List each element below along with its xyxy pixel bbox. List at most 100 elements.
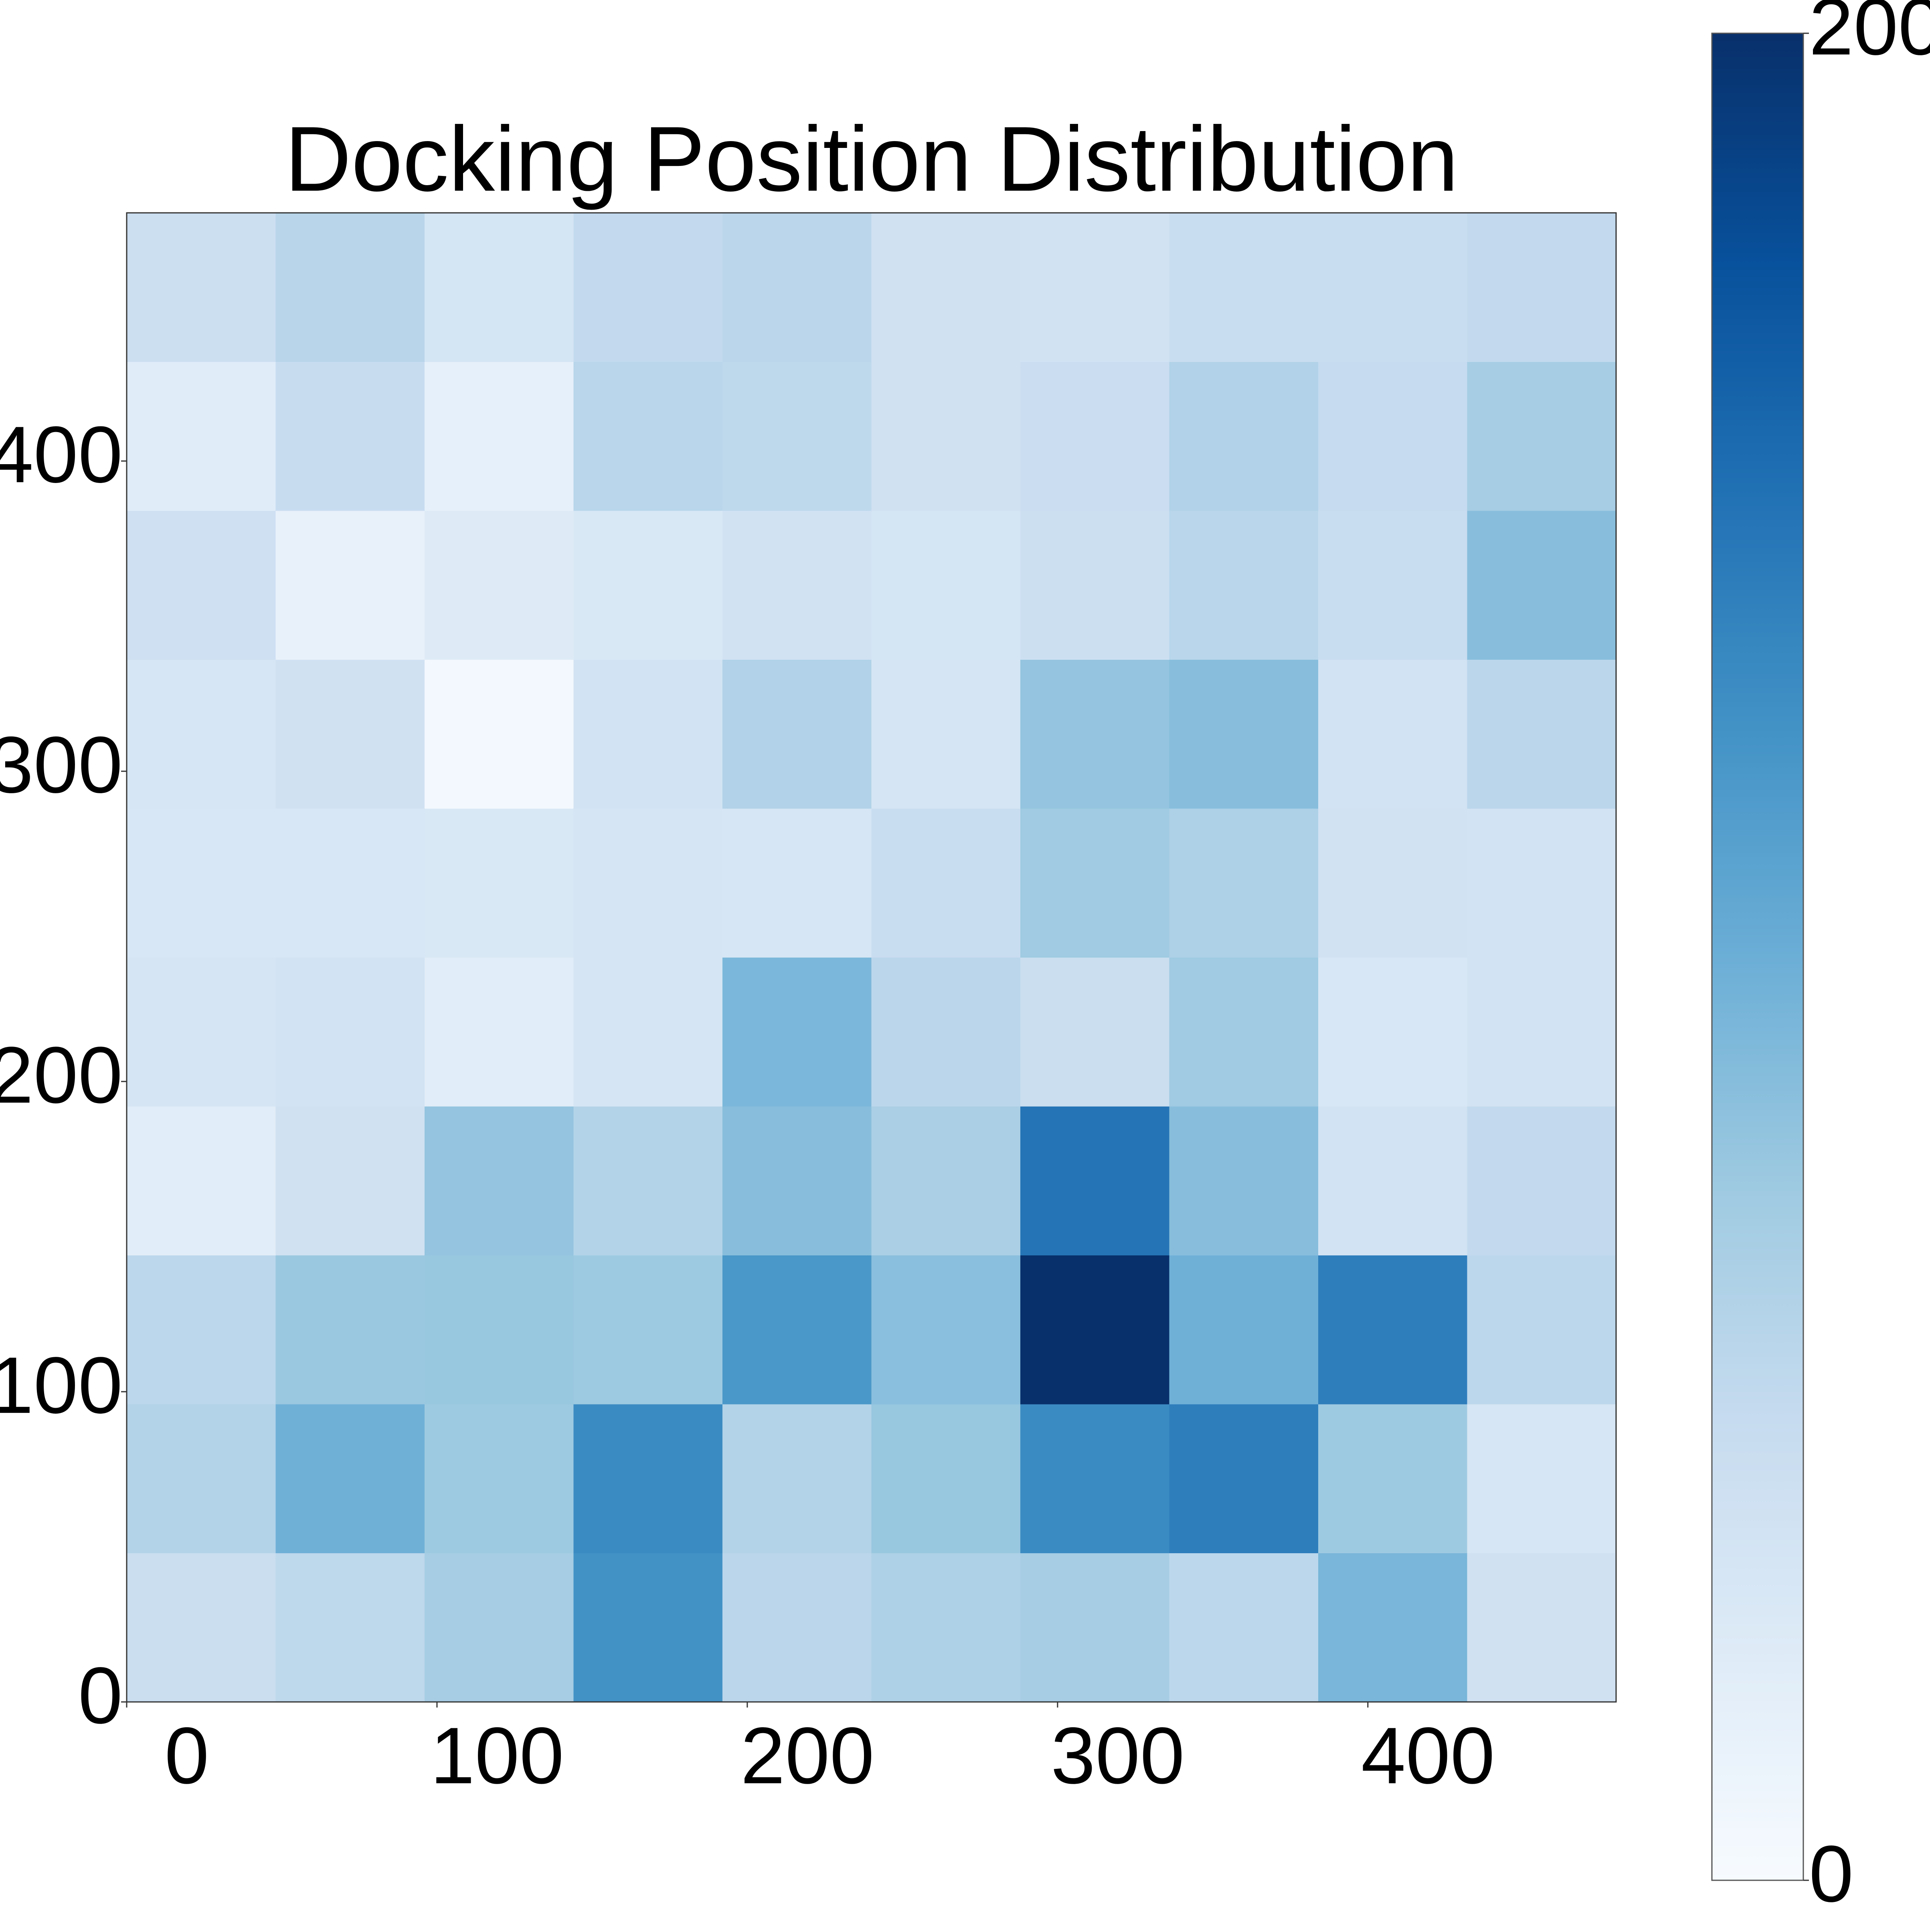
heatmap-cell <box>722 511 872 660</box>
heatmap-cell <box>1020 957 1169 1107</box>
heatmap-cell <box>425 1106 574 1255</box>
x-tick-label: 100 <box>430 1711 564 1801</box>
heatmap-cell <box>1467 1553 1616 1702</box>
heatmap-cell <box>127 213 276 362</box>
colorbar <box>1711 32 1804 1881</box>
heatmap-cell <box>871 1553 1021 1702</box>
heatmap-cell <box>425 511 574 660</box>
heatmap-cell <box>1169 957 1319 1107</box>
heatmap-cell <box>1318 213 1467 362</box>
heatmap-cell <box>573 808 723 958</box>
heatmap-cell <box>1318 1255 1467 1405</box>
heatmap-cell <box>1467 362 1616 511</box>
heatmap-cell <box>127 511 276 660</box>
heatmap-cell <box>275 511 425 660</box>
heatmap-cell <box>871 659 1021 809</box>
heatmap-cell <box>275 808 425 958</box>
heatmap-cell <box>425 1404 574 1553</box>
heatmap-cell <box>425 808 574 958</box>
x-tick-label: 0 <box>164 1711 209 1801</box>
heatmap-cell <box>1020 213 1169 362</box>
heatmap-cell <box>573 659 723 809</box>
heatmap-cell <box>127 1255 276 1405</box>
heatmap-cell <box>1020 659 1169 809</box>
heatmap-cell <box>1169 1404 1319 1553</box>
x-tick-label: 400 <box>1361 1711 1495 1801</box>
colorbar-tick-label: 200 <box>1809 0 1930 72</box>
heatmap-cell <box>275 362 425 511</box>
heatmap-cell <box>127 957 276 1107</box>
heatmap-cell <box>1020 808 1169 958</box>
colorbar-tick-label: 0 <box>1809 1829 1853 1919</box>
heatmap-cell <box>871 1404 1021 1553</box>
heatmap-cell <box>871 1255 1021 1405</box>
heatmap-cell <box>1020 362 1169 511</box>
heatmap-cell <box>1318 1553 1467 1702</box>
heatmap-cell <box>1020 1106 1169 1255</box>
heatmap-cell <box>1169 1553 1319 1702</box>
heatmap-cell <box>722 1106 872 1255</box>
heatmap-cell <box>722 1553 872 1702</box>
heatmap-cell <box>1318 659 1467 809</box>
heatmap-cell <box>425 213 574 362</box>
heatmap-cell <box>573 1553 723 1702</box>
heatmap-cell <box>1020 1404 1169 1553</box>
heatmap-cell <box>275 957 425 1107</box>
heatmap-cell <box>722 1255 872 1405</box>
heatmap-cell <box>1467 1404 1616 1553</box>
heatmap-cell <box>722 1404 872 1553</box>
heatmap-cell <box>722 362 872 511</box>
heatmap-cell <box>1169 659 1319 809</box>
heatmap-cell <box>722 213 872 362</box>
heatmap-cell <box>1318 1404 1467 1553</box>
heatmap-cell <box>275 1404 425 1553</box>
heatmap-cell <box>127 1404 276 1553</box>
heatmap-cell <box>1467 213 1616 362</box>
heatmap-cell <box>1169 213 1319 362</box>
heatmap-cell <box>1467 511 1616 660</box>
heatmap-cell <box>127 808 276 958</box>
heatmap-cell <box>275 659 425 809</box>
heatmap-cell <box>1318 511 1467 660</box>
heatmap-cell <box>1020 1255 1169 1405</box>
heatmap-cell <box>573 957 723 1107</box>
heatmap-cell <box>425 1553 574 1702</box>
heatmap-cell <box>1020 511 1169 660</box>
heatmap-cell <box>425 659 574 809</box>
heatmap-cell <box>573 511 723 660</box>
y-tick-label: 0 <box>78 1651 123 1740</box>
heatmap-cell <box>1169 511 1319 660</box>
heatmap-cell <box>722 808 872 958</box>
heatmap-cell <box>573 362 723 511</box>
heatmap-cell <box>1169 808 1319 958</box>
heatmap-cell <box>1020 1553 1169 1702</box>
y-tick-label: 300 <box>0 720 123 810</box>
heatmap-cell <box>127 362 276 511</box>
x-tick-label: 200 <box>740 1711 874 1801</box>
heatmap-cell <box>275 1553 425 1702</box>
heatmap-cell <box>425 362 574 511</box>
y-tick-label: 400 <box>0 410 123 499</box>
heatmap-cell <box>1169 1255 1319 1405</box>
heatmap-cell <box>722 659 872 809</box>
heatmap-cell <box>1318 957 1467 1107</box>
heatmap-cell <box>127 1553 276 1702</box>
heatmap-cell <box>871 957 1021 1107</box>
heatmap-cell <box>1318 362 1467 511</box>
heatmap-cell <box>1318 1106 1467 1255</box>
heatmap-cell <box>722 957 872 1107</box>
heatmap-cell <box>573 213 723 362</box>
heatmap-cell <box>573 1404 723 1553</box>
heatmap-cell <box>127 659 276 809</box>
heatmap-cell <box>1169 1106 1319 1255</box>
x-tick-label: 300 <box>1051 1711 1185 1801</box>
heatmap-cell <box>1169 362 1319 511</box>
heatmap-cell <box>871 1106 1021 1255</box>
heatmap-cell <box>871 808 1021 958</box>
heatmap-cell <box>871 213 1021 362</box>
heatmap-cell <box>573 1106 723 1255</box>
heatmap-cell <box>275 1106 425 1255</box>
heatmap-cell <box>275 213 425 362</box>
heatmap-cell <box>1467 659 1616 809</box>
